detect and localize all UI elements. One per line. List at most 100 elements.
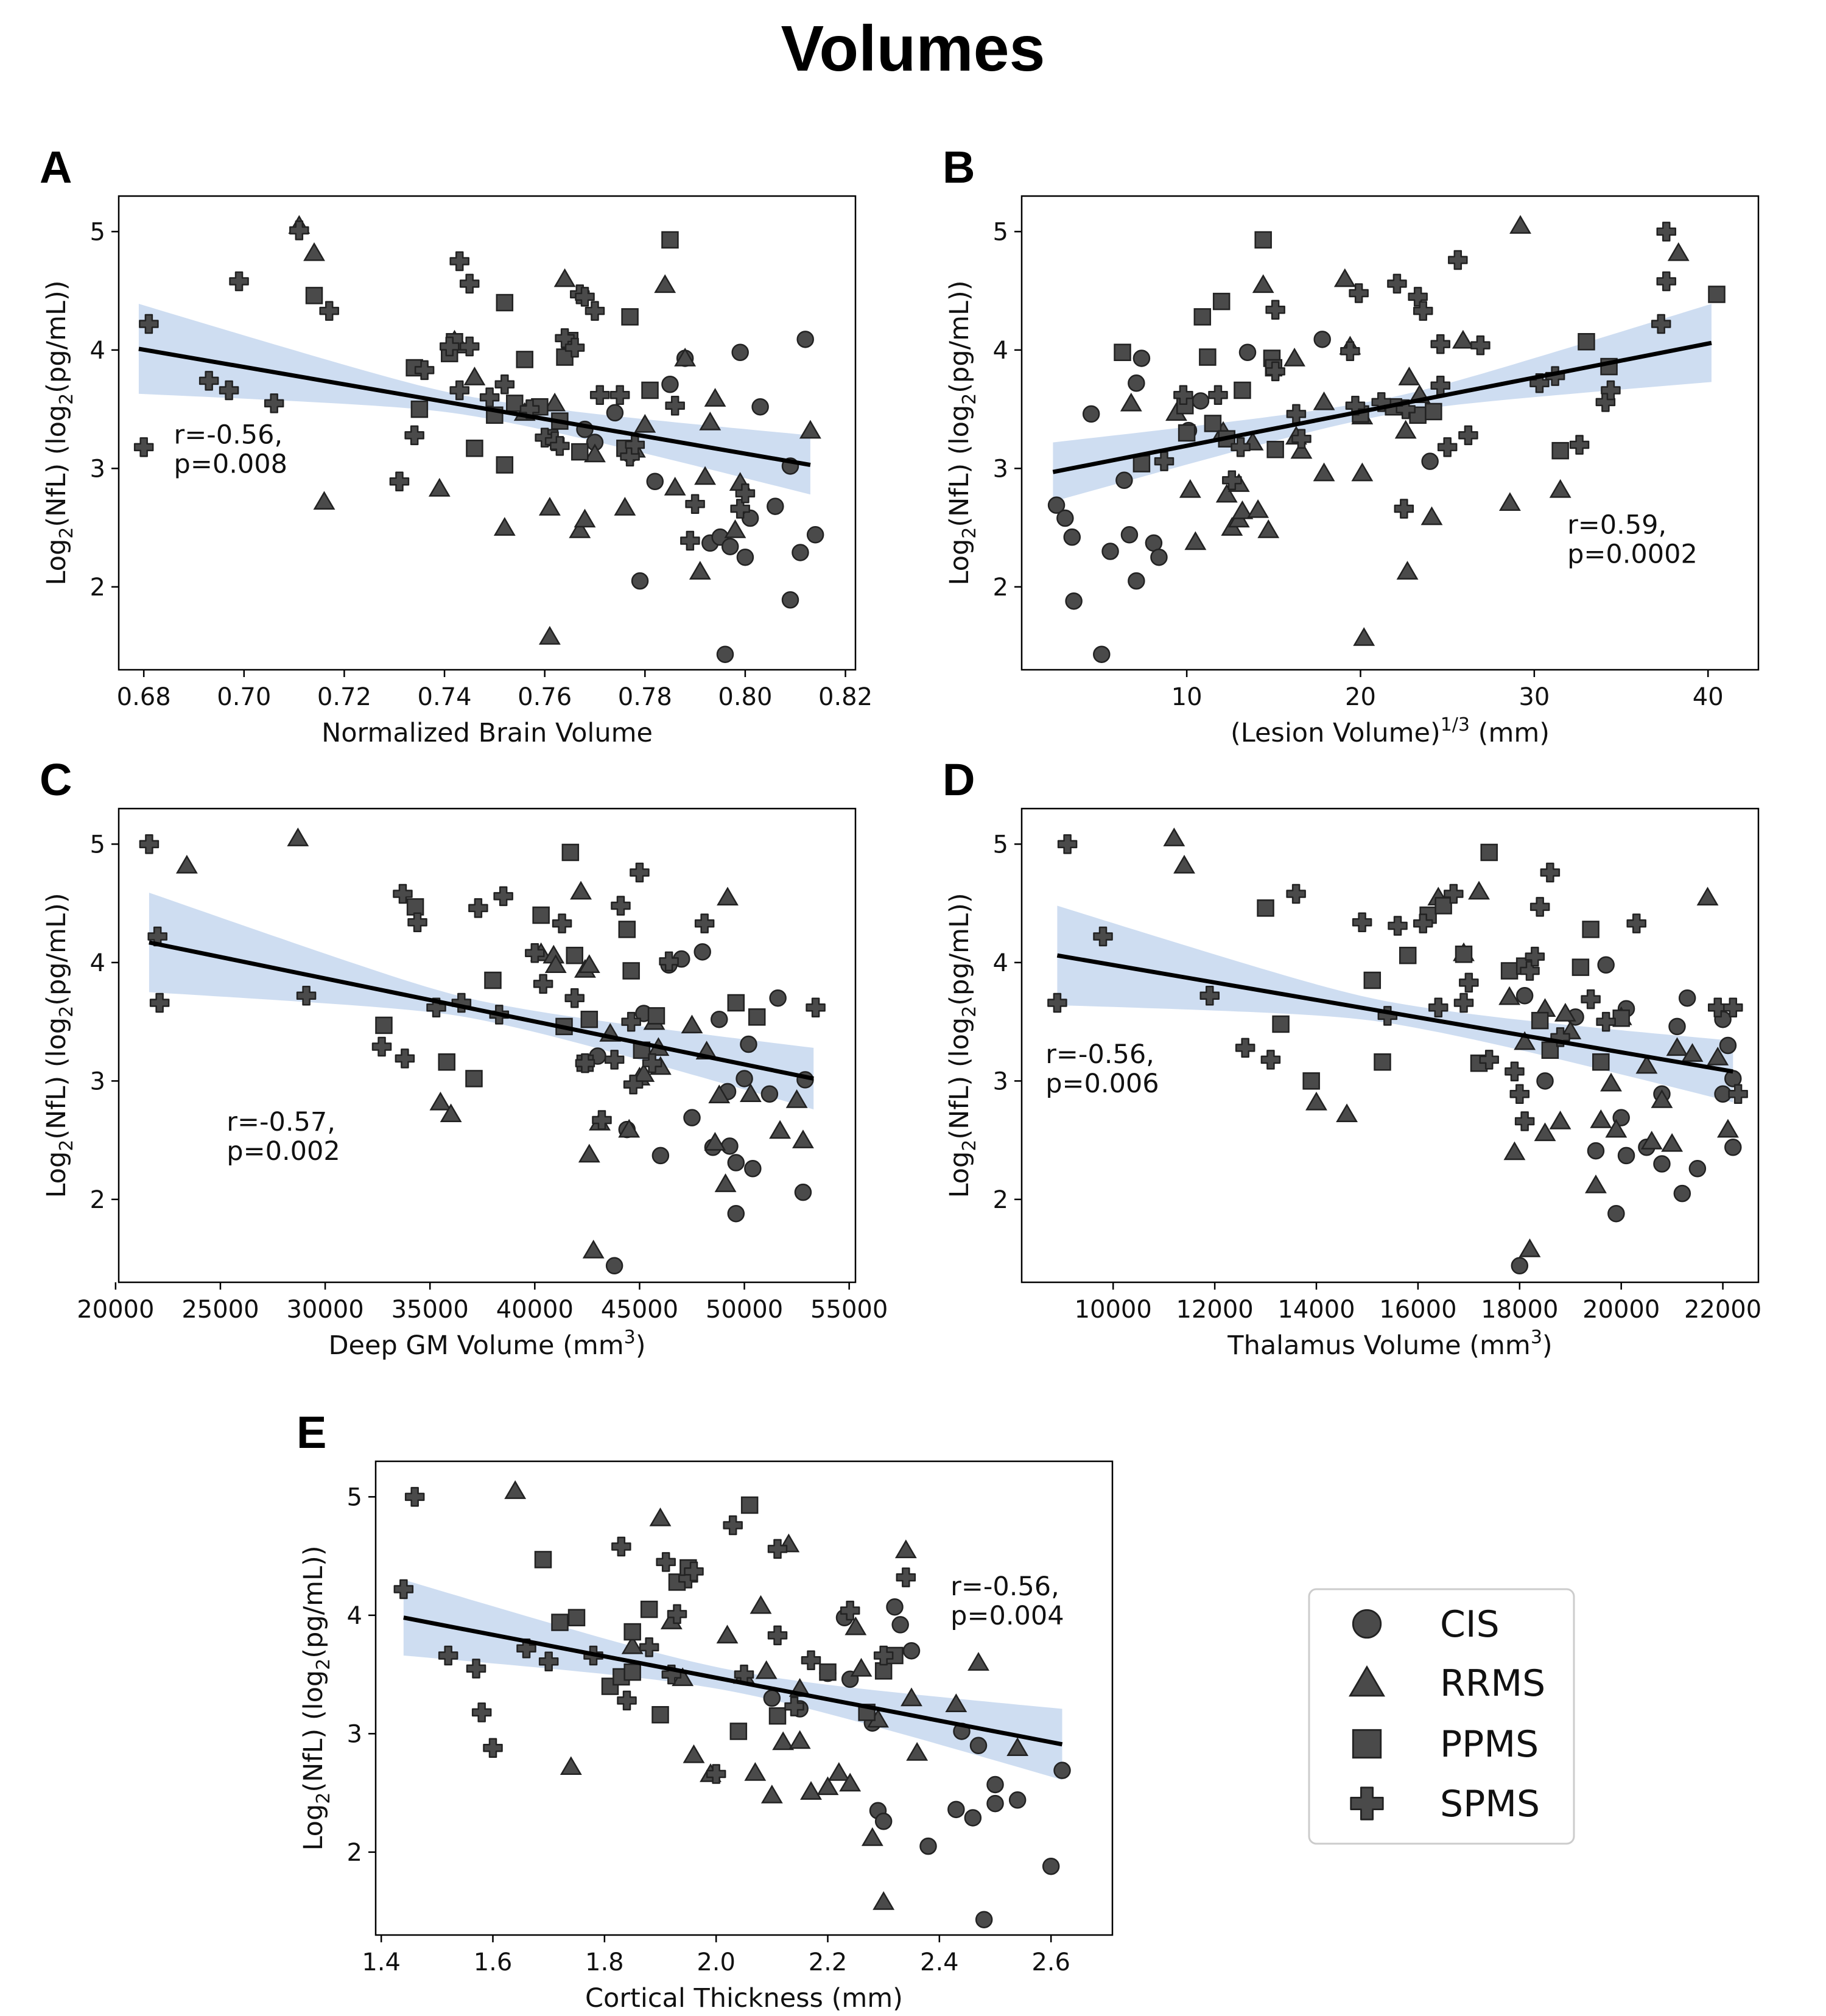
data-point (574, 508, 596, 528)
x-tick-label: 1.8 (585, 1948, 624, 1976)
data-point (296, 986, 317, 1006)
data-point (714, 1173, 737, 1192)
data-point (438, 1053, 455, 1071)
data-point (1428, 997, 1449, 1018)
data-point (504, 1480, 527, 1499)
data-point (1231, 500, 1254, 519)
data-point (496, 456, 514, 474)
data-point (845, 1616, 867, 1635)
data-point (684, 1561, 704, 1582)
data-point (1531, 1011, 1549, 1030)
series-ppms (1257, 843, 1630, 1090)
data-point (763, 1689, 781, 1707)
data-point (1163, 827, 1185, 846)
confidence-band (1057, 905, 1733, 1103)
legend-label-spms: SPMS (1440, 1783, 1540, 1825)
data-point (1145, 534, 1163, 552)
data-point (1257, 519, 1280, 538)
data-point (767, 1625, 788, 1646)
data-point (1396, 561, 1419, 580)
data-point (582, 1240, 605, 1259)
series-ppms (534, 1496, 904, 1740)
data-point (525, 943, 545, 963)
regression-line (403, 1615, 1063, 1747)
data-point (1549, 479, 1571, 498)
data-point (611, 896, 631, 916)
data-point (605, 1257, 623, 1275)
data-point (1707, 997, 1728, 1018)
data-point (664, 476, 686, 496)
data-point (584, 443, 606, 463)
data-point (1578, 332, 1595, 351)
data-point (1120, 392, 1142, 412)
x-tick-label: 20 (1345, 683, 1376, 711)
data-point (1529, 897, 1550, 917)
stat-annotation: r=-0.56, (1045, 1039, 1154, 1070)
data-point (716, 645, 734, 663)
data-point (785, 1089, 808, 1108)
stat-annotation: r=-0.57, (226, 1107, 335, 1137)
legend-item-ppms: PPMS (1352, 1723, 1539, 1766)
data-point (580, 1010, 599, 1028)
data-point (1302, 1072, 1320, 1090)
data-point (1305, 1091, 1327, 1111)
data-point (1514, 1111, 1535, 1131)
data-point (1425, 402, 1442, 421)
data-point (1199, 986, 1220, 1006)
data-point (404, 1487, 425, 1507)
data-point (969, 1737, 988, 1755)
data-point (618, 921, 636, 938)
data-point (516, 351, 533, 368)
data-point (661, 231, 679, 249)
regression-line (1052, 340, 1712, 474)
y-axis-label: Log2(NfL) (log2(pg/mL)) (41, 893, 77, 1198)
data-point (1394, 499, 1414, 519)
data-point (986, 1775, 1004, 1794)
stat-annotation: r=-0.56, (174, 420, 283, 451)
data-point (1173, 385, 1193, 406)
y-tick-label: 2 (993, 574, 1008, 602)
data-point (964, 1809, 982, 1827)
data-point (1150, 548, 1168, 566)
data-point (621, 308, 639, 326)
x-axis-label: Cortical Thickness (mm) (585, 1983, 903, 2014)
y-tick-label: 5 (90, 218, 105, 246)
y-tick-label: 3 (993, 1067, 1008, 1095)
x-tick-label: 0.72 (317, 683, 371, 711)
data-point (630, 862, 650, 883)
data-point (1459, 972, 1479, 993)
data-point (395, 1048, 415, 1069)
data-point (544, 954, 567, 973)
data-point (659, 951, 679, 972)
data-point (1008, 1791, 1027, 1809)
data-point (744, 1160, 762, 1178)
data-point (840, 1600, 860, 1621)
data-point (656, 1552, 676, 1572)
data-point (1696, 887, 1719, 906)
panel-letter: B (943, 142, 975, 192)
data-point (769, 1120, 792, 1139)
data-point (1549, 1110, 1571, 1129)
data-point (1421, 452, 1439, 470)
data-point (689, 561, 711, 580)
data-point (683, 1744, 705, 1763)
data-point (1458, 425, 1478, 446)
data-point (564, 337, 585, 358)
data-point (1536, 1072, 1554, 1090)
data-point (1444, 883, 1464, 904)
series-ppms (375, 843, 766, 1087)
panel-a: 0.68 0.70 0.72 0.74 0.76 0.78 0.80 0.82 2 3 4 5 Norm… (40, 142, 873, 748)
panel-letter: A (40, 142, 72, 192)
data-point (792, 544, 809, 561)
data-point (133, 437, 154, 457)
data-point (1349, 283, 1369, 303)
data-point (410, 400, 429, 418)
data-point (729, 1723, 748, 1740)
data-point (484, 971, 502, 989)
x-tick-label: 0.78 (618, 683, 672, 711)
data-point (1587, 1142, 1605, 1160)
data-point (727, 994, 745, 1012)
data-point (1272, 1015, 1290, 1033)
data-point (1688, 1160, 1707, 1178)
y-tick-label: 5 (90, 831, 105, 859)
